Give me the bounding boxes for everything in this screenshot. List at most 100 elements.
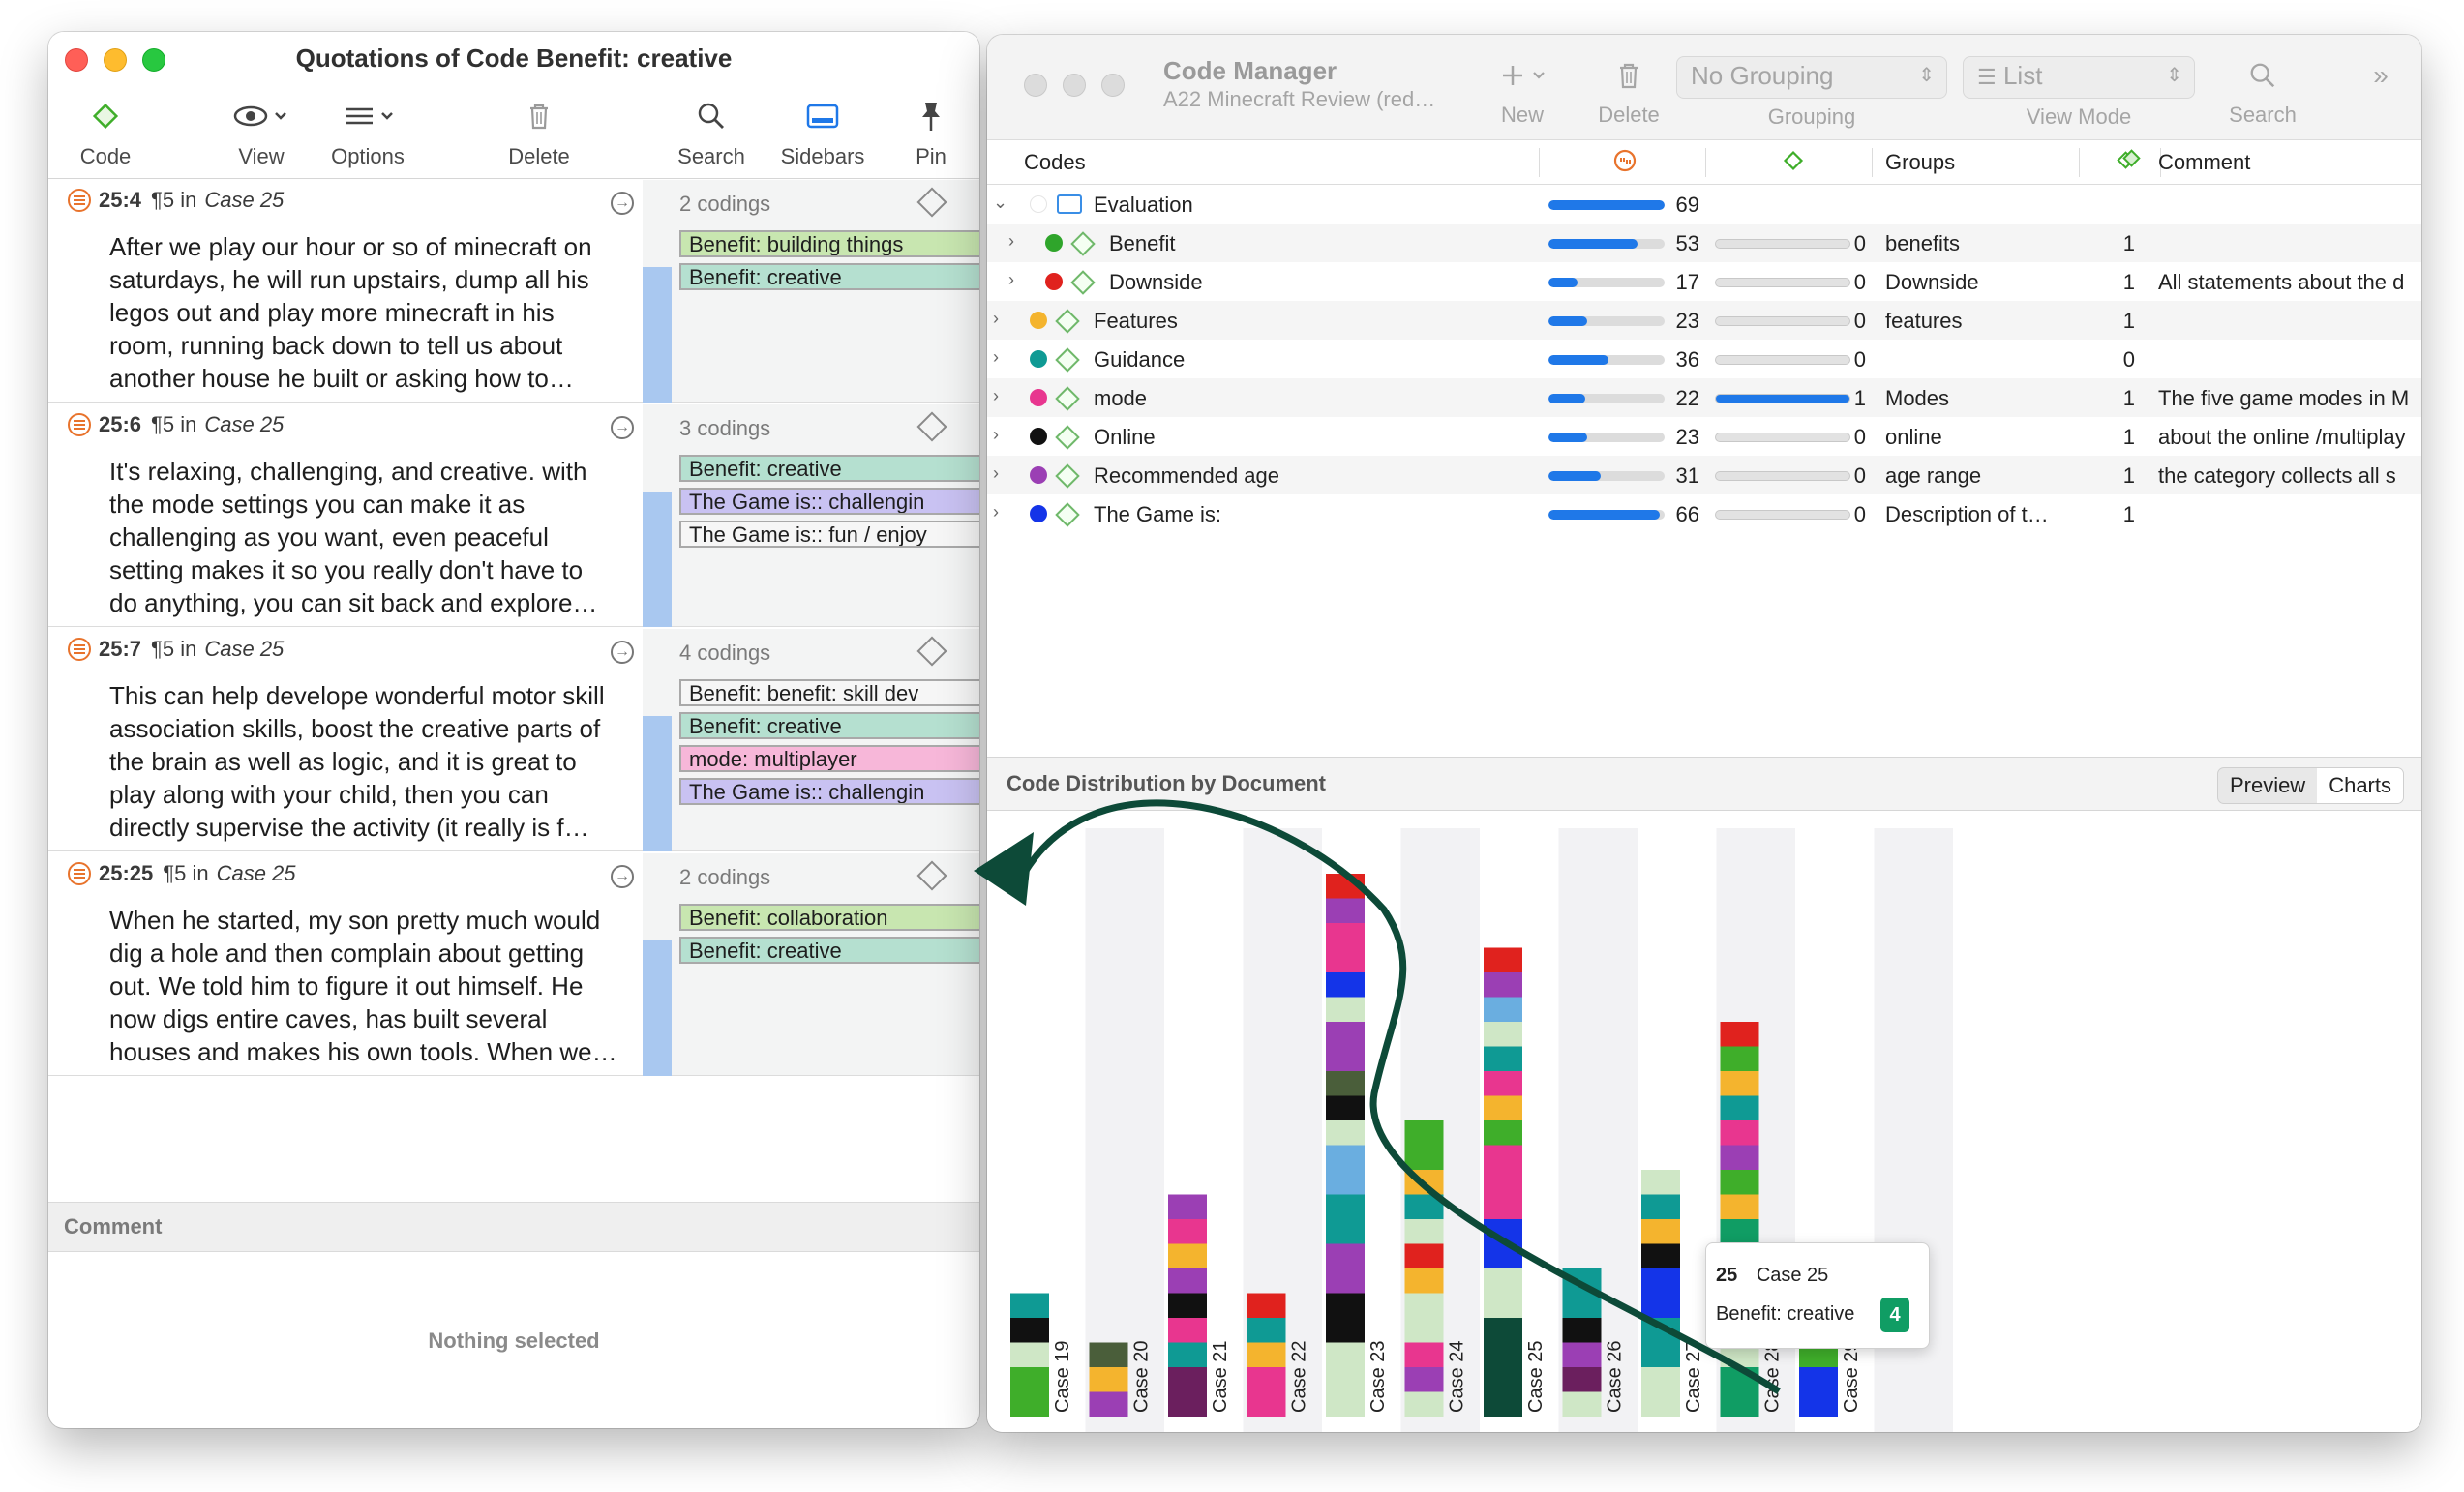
new-code-button[interactable]: New [1488, 56, 1556, 128]
view-mode-select[interactable]: ☰ List ⇕ [1963, 56, 2195, 99]
chart-bar-segment[interactable] [1404, 1342, 1444, 1368]
column-groups-count[interactable] [2115, 148, 2144, 179]
chart-bar-segment[interactable] [1326, 1342, 1365, 1368]
chart-bar-segment[interactable] [1247, 1318, 1286, 1343]
column-frequency[interactable] [1612, 148, 1638, 179]
code-chip[interactable]: mode: multiplayer [679, 745, 979, 772]
chart-bar-segment[interactable] [1326, 1243, 1365, 1269]
chart-bar-segment[interactable] [1326, 1318, 1365, 1343]
quotation-item[interactable]: 25:4 ¶5 in Case 25 → After we play our hour … [48, 180, 979, 403]
chart-bar-segment[interactable] [1799, 1367, 1838, 1392]
chart-bar-segment[interactable] [1326, 1120, 1365, 1146]
code-chip[interactable]: The Game is:: fun / enjoy [679, 521, 979, 548]
column-codes[interactable]: Codes [1024, 150, 1086, 174]
chart-bar-segment[interactable] [1404, 1170, 1444, 1195]
chart-bar-segment[interactable] [1641, 1391, 1680, 1417]
sidebars-button[interactable]: Sidebars [769, 92, 876, 169]
chart-bar-segment[interactable] [1010, 1318, 1049, 1343]
chart-bar-segment[interactable] [1326, 1293, 1365, 1319]
chart-bar-segment[interactable] [1247, 1391, 1286, 1417]
chart-bar-segment[interactable] [1326, 874, 1365, 899]
chart-bar-segment[interactable] [1247, 1342, 1286, 1368]
chart-bar-segment[interactable] [1484, 1293, 1522, 1319]
chart-bar-segment[interactable] [1720, 1071, 1759, 1096]
chart-bar-segment[interactable] [1562, 1268, 1602, 1294]
chart-bar-segment[interactable] [1484, 1145, 1522, 1171]
go-to-quotation-icon[interactable]: → [611, 865, 634, 888]
chart-bar-segment[interactable] [1326, 1268, 1365, 1294]
code-row[interactable]: › mode 22 1 Modes 1 The five game modes in M [987, 378, 2421, 417]
chart-bar-segment[interactable] [1326, 1145, 1365, 1171]
chart-bar-segment[interactable] [1089, 1367, 1128, 1392]
chart-bar-segment[interactable] [1641, 1194, 1680, 1220]
code-chip[interactable]: Benefit: creative [679, 937, 979, 964]
chart-bar-segment[interactable] [1089, 1342, 1128, 1368]
chart-bar-segment[interactable] [1720, 1022, 1759, 1047]
code-row[interactable]: › The Game is: 66 0 Description of t… 1 [987, 494, 2421, 533]
column-density[interactable] [1781, 148, 1806, 179]
chart-bar-segment[interactable] [1484, 1022, 1522, 1047]
chart-bar-segment[interactable] [1641, 1243, 1680, 1269]
chart-bar-segment[interactable] [1010, 1293, 1049, 1319]
code-chip[interactable]: Benefit: creative [679, 712, 979, 739]
chart-bar-segment[interactable] [1168, 1318, 1207, 1343]
toolbar-overflow-button[interactable]: » [2361, 56, 2400, 95]
chart-bar-segment[interactable] [1641, 1318, 1680, 1343]
code-chip[interactable]: Benefit: collaboration [679, 904, 979, 931]
chevron-down-icon[interactable]: ⌄ [993, 193, 1008, 212]
chart-bar-segment[interactable] [1484, 1367, 1522, 1392]
code-button[interactable]: Code [62, 92, 149, 169]
chart-bar-segment[interactable] [1641, 1170, 1680, 1195]
go-to-quotation-icon[interactable]: → [611, 192, 634, 215]
chart-bar-segment[interactable] [1326, 997, 1365, 1023]
chart-bar-segment[interactable] [1720, 1219, 1759, 1244]
chart-bar-segment[interactable] [1720, 1120, 1759, 1146]
chart-bar-segment[interactable] [1168, 1367, 1207, 1392]
chart-bar-segment[interactable] [1326, 1391, 1365, 1417]
chart-bar-segment[interactable] [1562, 1342, 1602, 1368]
go-to-quotation-icon[interactable]: → [611, 416, 634, 439]
quotation-item[interactable]: 25:7 ¶5 in Case 25 → This can help develope … [48, 629, 979, 851]
chart-bar-segment[interactable] [1326, 1219, 1365, 1244]
chart-bar-segment[interactable] [1404, 1293, 1444, 1319]
code-chip[interactable]: The Game is:: challengin [679, 778, 979, 805]
chart-bar-segment[interactable] [1404, 1318, 1444, 1343]
code-row[interactable]: › Online 23 0 online 1 about the online /multi… [987, 417, 2421, 456]
chart-bar-segment[interactable] [1562, 1391, 1602, 1417]
chart-bar-segment[interactable] [1484, 1219, 1522, 1244]
chart-bar-segment[interactable] [1562, 1318, 1602, 1343]
chart-bar-segment[interactable] [1720, 1046, 1759, 1072]
chart-bar-segment[interactable] [1404, 1243, 1444, 1269]
chart-bar-segment[interactable] [1168, 1219, 1207, 1244]
chart-bar-segment[interactable] [1484, 1342, 1522, 1368]
chart-bar-segment[interactable] [1010, 1391, 1049, 1417]
chart-bar-segment[interactable] [1089, 1391, 1128, 1417]
search-button[interactable]: Search [2214, 56, 2311, 128]
chart-bar-segment[interactable] [1484, 947, 1522, 973]
grouping-select[interactable]: No Grouping ⇕ [1676, 56, 1947, 99]
quotation-item[interactable]: 25:25 ¶5 in Case 25 → When he started, my so… [48, 853, 979, 1076]
chart-bar-segment[interactable] [1720, 1367, 1759, 1392]
chart-bar-segment[interactable] [1168, 1342, 1207, 1368]
chart-bar-segment[interactable] [1641, 1293, 1680, 1319]
chart-bar-segment[interactable] [1404, 1120, 1444, 1146]
chart-bar-segment[interactable] [1484, 1243, 1522, 1269]
chart-bar-segment[interactable] [1641, 1219, 1680, 1244]
code-row[interactable]: › Benefit 53 0 benefits 1 [987, 224, 2421, 262]
chart-bar-segment[interactable] [1720, 1194, 1759, 1220]
code-row[interactable]: › Recommended age 31 0 age range 1 the categor… [987, 456, 2421, 494]
chart-bar-segment[interactable] [1010, 1342, 1049, 1368]
delete-button[interactable]: Delete [486, 92, 592, 169]
code-row[interactable]: › Guidance 36 0 0 [987, 340, 2421, 378]
chevron-right-icon[interactable]: › [993, 347, 999, 367]
chart-bar-segment[interactable] [1484, 972, 1522, 998]
code-row[interactable]: › Features 23 0 features 1 [987, 301, 2421, 340]
code-chip[interactable]: Benefit: creative [679, 263, 979, 290]
chart-bar-segment[interactable] [1326, 1022, 1365, 1047]
chart-bar-segment[interactable] [1720, 1170, 1759, 1195]
code-row[interactable]: › Downside 17 0 Downside 1 All statements abou… [987, 262, 2421, 301]
delete-code-button[interactable]: Delete [1580, 56, 1677, 128]
chart-bar-segment[interactable] [1168, 1391, 1207, 1417]
chart-bar-segment[interactable] [1720, 1391, 1759, 1417]
chevron-right-icon[interactable]: › [993, 502, 999, 522]
